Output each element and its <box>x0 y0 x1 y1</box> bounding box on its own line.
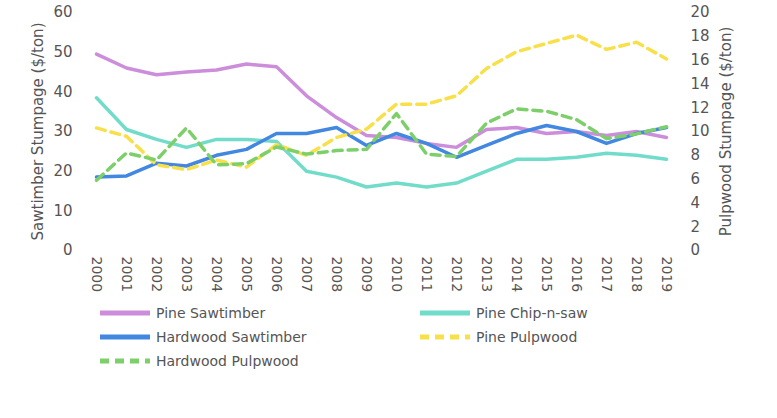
svg-text:10: 10 <box>53 202 72 220</box>
svg-text:2007: 2007 <box>299 257 315 293</box>
svg-text:0: 0 <box>691 241 701 259</box>
svg-text:2018: 2018 <box>629 257 645 293</box>
html-text:Pine Chip-n-saw: Pine Chip-n-saw <box>476 305 588 321</box>
html-text:Hardwood Pulpwood: Hardwood Pulpwood <box>156 353 299 369</box>
svg-text:2013: 2013 <box>479 257 495 293</box>
html-text:Pine Pulpwood: Pine Pulpwood <box>476 329 578 345</box>
svg-text:2000: 2000 <box>89 257 105 293</box>
svg-text:12: 12 <box>691 99 710 117</box>
svg-text:6: 6 <box>691 170 701 188</box>
svg-text:2005: 2005 <box>239 257 255 293</box>
svg-text:50: 50 <box>53 43 72 61</box>
html-text:Pine Sawtimber: Pine Sawtimber <box>156 305 266 321</box>
svg-text:0: 0 <box>63 241 73 259</box>
svg-text:2003: 2003 <box>179 257 195 293</box>
svg-text:2016: 2016 <box>569 257 585 293</box>
svg-text:18: 18 <box>691 27 710 45</box>
svg-text:2009: 2009 <box>359 257 375 293</box>
html-text:Hardwood Sawtimber: Hardwood Sawtimber <box>156 329 307 345</box>
svg-text:2015: 2015 <box>539 257 555 293</box>
svg-text:2001: 2001 <box>119 257 135 293</box>
svg-text:2017: 2017 <box>599 257 615 293</box>
svg-text:2012: 2012 <box>449 257 465 293</box>
svg-text:2010: 2010 <box>389 257 405 293</box>
svg-text:10: 10 <box>691 122 710 140</box>
svg-text:8: 8 <box>691 146 701 164</box>
svg-text:14: 14 <box>691 75 710 93</box>
svg-text:2: 2 <box>691 218 701 236</box>
svg-text:2011: 2011 <box>419 257 435 293</box>
svg-text:Sawtimber Stumpage ($/ton): Sawtimber Stumpage ($/ton) <box>29 23 47 241</box>
svg-text:40: 40 <box>53 83 72 101</box>
svg-text:20: 20 <box>53 162 72 180</box>
svg-text:4: 4 <box>691 194 701 212</box>
svg-text:2019: 2019 <box>659 257 675 293</box>
svg-text:16: 16 <box>691 51 710 69</box>
svg-text:20: 20 <box>691 3 710 21</box>
svg-text:2004: 2004 <box>209 257 225 293</box>
svg-text:2006: 2006 <box>269 257 285 293</box>
svg-text:30: 30 <box>53 122 72 140</box>
svg-text:2002: 2002 <box>149 257 165 293</box>
svg-text:60: 60 <box>53 3 72 21</box>
svg-text:2008: 2008 <box>329 257 345 293</box>
svg-text:2014: 2014 <box>509 257 525 293</box>
svg-text:Pulpwood Stumpage ($/ton): Pulpwood Stumpage ($/ton) <box>717 27 735 237</box>
